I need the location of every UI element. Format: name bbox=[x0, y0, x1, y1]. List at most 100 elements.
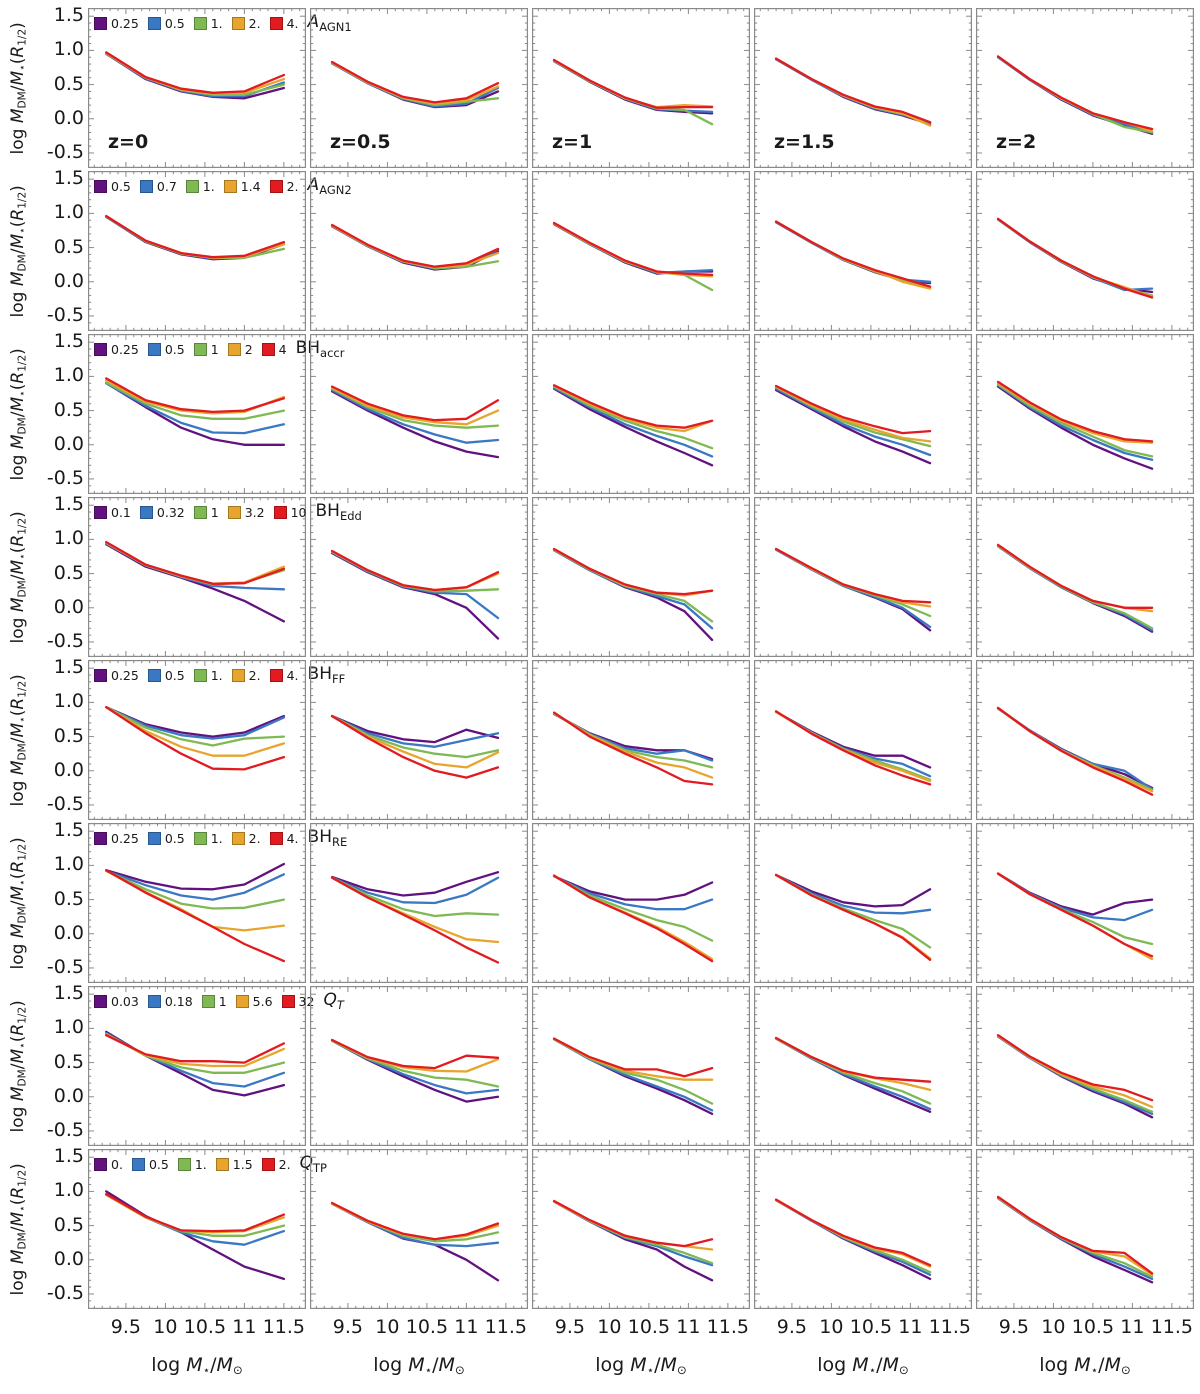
series-line-green bbox=[996, 1196, 1154, 1279]
redshift-label: z=1 bbox=[552, 131, 593, 153]
legend-value: 2. bbox=[286, 178, 299, 194]
panel-AAGN2-z=1 bbox=[532, 171, 751, 332]
series-line-red bbox=[552, 874, 714, 963]
legend-value: 0.7 bbox=[156, 178, 177, 194]
series-line-blue bbox=[105, 1193, 286, 1246]
y-tick-label: 1.0 bbox=[53, 690, 84, 713]
legend-value: 2. bbox=[278, 1156, 291, 1172]
row-label-main: Q bbox=[323, 990, 337, 1010]
y-tick-label: 1.5 bbox=[53, 167, 84, 190]
panel-BHRE-z=0.5 bbox=[310, 823, 529, 984]
y-tick-label: 1.0 bbox=[53, 201, 84, 224]
label-part: ) bbox=[7, 184, 28, 192]
legend: 0.5 0.7 1. 1.4 2. AAGN2 bbox=[94, 175, 352, 197]
panel-frame bbox=[976, 986, 1195, 1147]
y-tick-label: 1.5 bbox=[53, 982, 84, 1005]
legend-swatch bbox=[147, 668, 161, 682]
panel-BHaccr-z=0.5 bbox=[310, 334, 529, 495]
series-line-red bbox=[996, 872, 1154, 958]
panel-AAGN1-z=0 bbox=[88, 8, 307, 169]
x-tick-label: 11 bbox=[676, 1316, 701, 1338]
legend-swatch bbox=[147, 342, 161, 356]
panel-BHFF-z=2 bbox=[976, 660, 1195, 821]
label-part: ( bbox=[7, 709, 28, 716]
axis-ticks bbox=[754, 660, 972, 820]
legend-swatch bbox=[193, 668, 207, 682]
panel-frame bbox=[754, 1149, 973, 1310]
panel-QTP-z=0.5 bbox=[310, 1149, 529, 1310]
legend-swatch bbox=[139, 179, 153, 193]
legend-swatch bbox=[231, 668, 245, 682]
axis-ticks bbox=[532, 1149, 750, 1309]
label-part: / bbox=[654, 1354, 661, 1376]
series-line-green bbox=[774, 547, 932, 618]
series-line-red bbox=[330, 1038, 500, 1070]
y-tick-label: 1.5 bbox=[53, 656, 84, 679]
legend-value: 0.25 bbox=[111, 341, 139, 357]
series-line-purple bbox=[996, 218, 1154, 294]
legend-value: 1.4 bbox=[240, 178, 261, 194]
legend-swatch bbox=[94, 831, 107, 845]
axis-ticks bbox=[976, 1149, 1194, 1309]
panel-frame bbox=[754, 660, 973, 821]
axis-ticks bbox=[88, 823, 306, 983]
legend-value: 0.5 bbox=[164, 667, 185, 683]
series-line-red bbox=[774, 1198, 932, 1267]
label-part: log bbox=[7, 448, 28, 481]
label-part: M bbox=[7, 722, 28, 738]
y-axis-label: log MDM/M⋆(R1/2) bbox=[0, 1149, 36, 1309]
legend-swatch bbox=[269, 668, 283, 682]
axis-ticks bbox=[532, 8, 750, 168]
series-line-orange bbox=[105, 706, 286, 757]
series-line-red bbox=[330, 714, 500, 779]
series-line-red bbox=[996, 1034, 1154, 1102]
row-parameter-label: BHaccr bbox=[296, 338, 348, 360]
legend-value: 1 bbox=[218, 993, 227, 1009]
series-line-green bbox=[105, 869, 286, 910]
label-part: 1/2 bbox=[16, 191, 29, 209]
legend-swatch bbox=[231, 831, 245, 845]
label-part: / bbox=[7, 411, 28, 417]
series-line-red bbox=[552, 1037, 714, 1078]
series-line-blue bbox=[996, 545, 1154, 632]
legend-value: 0.5 bbox=[148, 1156, 169, 1172]
series-line-green bbox=[552, 222, 714, 292]
label-part: ( bbox=[7, 1198, 28, 1205]
axis-ticks bbox=[754, 334, 972, 494]
legend-value: 0.5 bbox=[111, 178, 131, 194]
label-part: / bbox=[1098, 1354, 1105, 1376]
legend-value: 0.5 bbox=[164, 341, 185, 357]
legend-value: 4 bbox=[278, 341, 287, 357]
legend-value: 1. bbox=[210, 15, 223, 31]
series-line-purple bbox=[105, 1030, 286, 1097]
label-part: M bbox=[1104, 1354, 1121, 1376]
legend-value: 1. bbox=[194, 1156, 207, 1172]
label-part: log bbox=[151, 1354, 187, 1376]
series-line-red bbox=[330, 876, 500, 964]
series-line-orange bbox=[774, 57, 932, 127]
series-line-red bbox=[552, 547, 714, 596]
label-part: 1/2 bbox=[16, 354, 29, 372]
label-part: log bbox=[595, 1354, 631, 1376]
series-line-red bbox=[105, 51, 286, 94]
panel-BHRE-z=2 bbox=[976, 823, 1195, 984]
panel-frame bbox=[754, 986, 973, 1147]
legend-value: 5.6 bbox=[252, 993, 273, 1009]
y-tick-label: 0.0 bbox=[53, 269, 84, 292]
series-line-red bbox=[105, 540, 286, 585]
series-line-blue bbox=[996, 872, 1154, 922]
label-part: M bbox=[216, 1354, 233, 1376]
y-tick-label: 0.0 bbox=[53, 1084, 84, 1107]
legend-swatch bbox=[147, 994, 161, 1008]
panel-frame bbox=[532, 660, 751, 821]
series-line-red bbox=[330, 60, 500, 104]
y-tick-label: 1.0 bbox=[53, 1179, 84, 1202]
legend-swatch bbox=[215, 1157, 229, 1171]
panel-frame bbox=[976, 334, 1195, 495]
label-part: ⊙ bbox=[898, 1362, 909, 1377]
row-label-main: A bbox=[307, 175, 320, 195]
legend-swatch bbox=[201, 994, 215, 1008]
label-part: log bbox=[7, 1263, 28, 1296]
label-part: / bbox=[7, 85, 28, 91]
y-axis-label: log MDM/M⋆(R1/2) bbox=[0, 986, 36, 1146]
